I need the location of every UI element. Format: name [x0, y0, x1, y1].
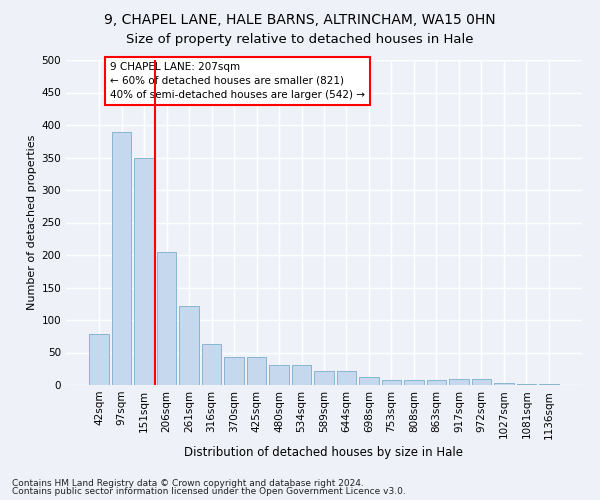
Bar [494, 383, 514, 385]
Bar [112, 132, 131, 385]
Bar [359, 376, 379, 385]
Bar [472, 378, 491, 385]
Text: Size of property relative to detached houses in Hale: Size of property relative to detached ho… [126, 32, 474, 46]
Bar [292, 365, 311, 385]
Text: 9 CHAPEL LANE: 207sqm
← 60% of detached houses are smaller (821)
40% of semi-det: 9 CHAPEL LANE: 207sqm ← 60% of detached … [110, 62, 365, 100]
Bar [539, 384, 559, 385]
X-axis label: Distribution of detached houses by size in Hale: Distribution of detached houses by size … [185, 446, 464, 458]
Bar [134, 158, 154, 385]
Bar [89, 334, 109, 385]
Bar [382, 380, 401, 385]
Bar [202, 344, 221, 385]
Bar [157, 252, 176, 385]
Bar [337, 370, 356, 385]
Text: Contains HM Land Registry data © Crown copyright and database right 2024.: Contains HM Land Registry data © Crown c… [12, 478, 364, 488]
Bar [247, 357, 266, 385]
Bar [179, 306, 199, 385]
Bar [269, 365, 289, 385]
Text: 9, CHAPEL LANE, HALE BARNS, ALTRINCHAM, WA15 0HN: 9, CHAPEL LANE, HALE BARNS, ALTRINCHAM, … [104, 12, 496, 26]
Text: Contains public sector information licensed under the Open Government Licence v3: Contains public sector information licen… [12, 487, 406, 496]
Bar [224, 357, 244, 385]
Bar [517, 384, 536, 385]
Bar [314, 370, 334, 385]
Bar [427, 380, 446, 385]
Bar [449, 378, 469, 385]
Bar [404, 380, 424, 385]
Y-axis label: Number of detached properties: Number of detached properties [27, 135, 37, 310]
